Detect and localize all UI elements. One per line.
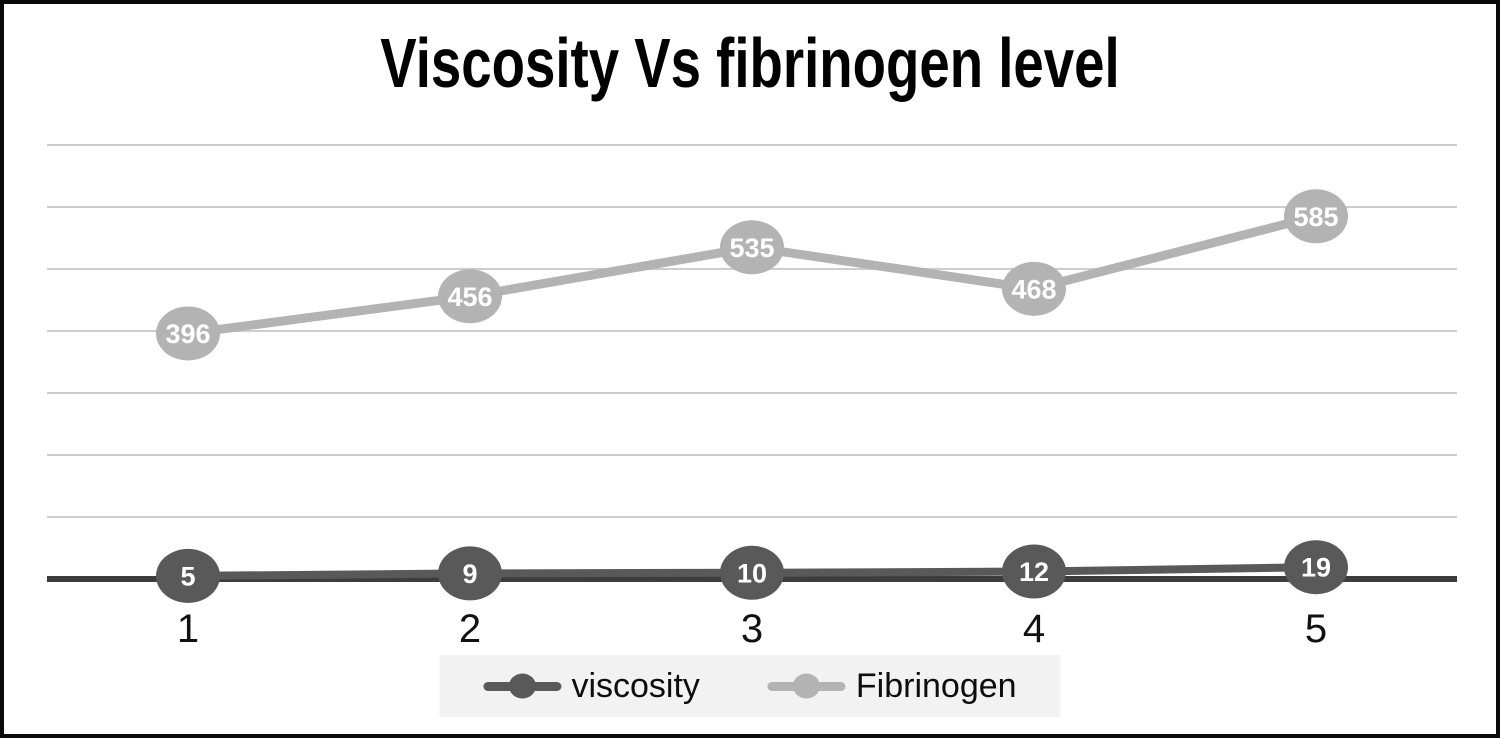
data-point-marker-fibrinogen xyxy=(1284,189,1348,244)
data-point-label-viscosity: 10 xyxy=(737,558,767,588)
legend-item-viscosity: viscosity xyxy=(483,666,700,706)
fibrinogen-line-marker-icon xyxy=(767,673,846,699)
legend-label-viscosity: viscosity xyxy=(571,666,700,705)
data-point-marker-fibrinogen xyxy=(1002,261,1066,316)
data-point-marker-viscosity xyxy=(156,548,220,603)
data-point-marker-viscosity xyxy=(1284,540,1348,595)
data-point-label-viscosity: 12 xyxy=(1019,557,1049,587)
chart-legend: viscosity Fibrinogen xyxy=(439,655,1061,717)
data-point-label-fibrinogen: 535 xyxy=(729,233,774,263)
data-point-label-fibrinogen: 468 xyxy=(1011,274,1056,304)
x-axis-tick-label: 1 xyxy=(177,607,199,651)
x-axis-tick-label: 2 xyxy=(459,607,481,651)
data-point-label-fibrinogen: 456 xyxy=(447,282,492,312)
data-point-label-viscosity: 5 xyxy=(180,561,195,591)
x-axis-tick-label: 4 xyxy=(1023,607,1045,651)
data-point-label-viscosity: 19 xyxy=(1301,553,1331,583)
viscosity-line-marker-icon xyxy=(483,673,562,699)
data-point-marker-viscosity xyxy=(1002,544,1066,599)
data-point-label-viscosity: 9 xyxy=(462,559,477,589)
legend-label-fibrinogen: Fibrinogen xyxy=(855,666,1017,705)
x-axis-tick-label: 5 xyxy=(1305,607,1327,651)
legend-item-fibrinogen: Fibrinogen xyxy=(767,666,1017,706)
x-axis-tick-label: 3 xyxy=(741,607,763,651)
data-point-label-fibrinogen: 396 xyxy=(165,319,210,349)
data-point-marker-viscosity xyxy=(438,546,502,601)
data-point-marker-fibrinogen xyxy=(438,269,502,324)
data-point-marker-viscosity xyxy=(720,545,784,600)
data-point-marker-fibrinogen xyxy=(720,220,784,275)
data-point-label-fibrinogen: 585 xyxy=(1293,202,1338,232)
chart-title: Viscosity Vs fibrinogen level xyxy=(380,24,1120,102)
data-point-marker-fibrinogen xyxy=(156,306,220,361)
